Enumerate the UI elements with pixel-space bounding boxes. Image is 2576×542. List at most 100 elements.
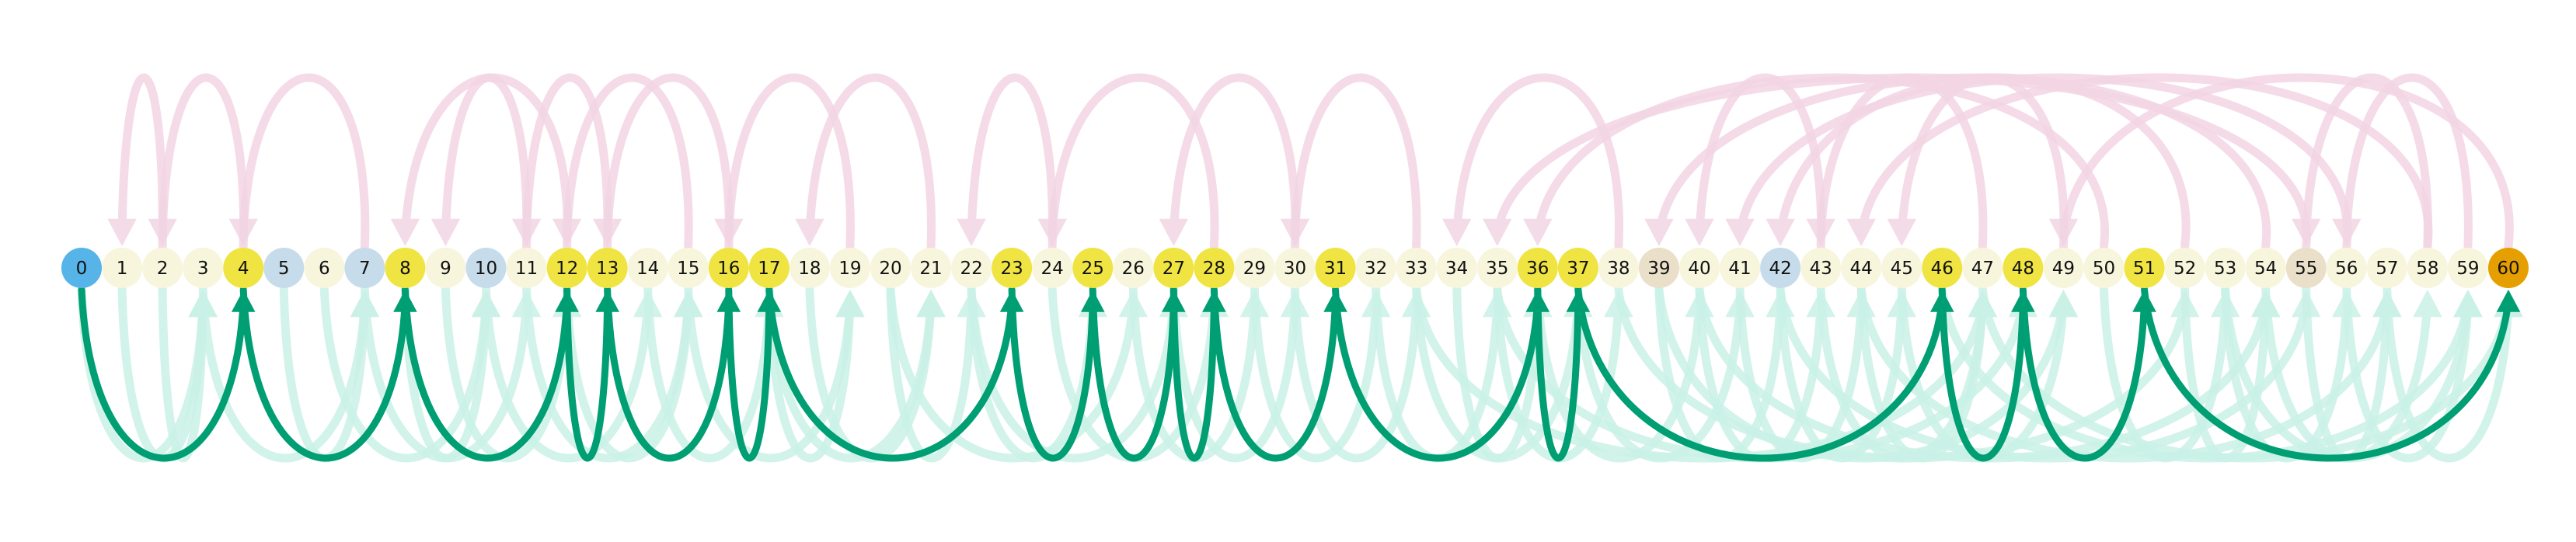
node-circle [1881, 248, 1922, 288]
node: 54 [2245, 248, 2286, 288]
node-circle [344, 248, 385, 288]
node-label: 55 [2295, 259, 2317, 279]
node-label: 24 [1041, 259, 1064, 279]
node-label: 51 [2133, 259, 2156, 279]
node-circle [2447, 248, 2488, 288]
node-circle [992, 248, 1033, 288]
node-circle [61, 248, 102, 288]
faint-edge-arrow [148, 73, 248, 251]
node-circle [1194, 248, 1235, 288]
faint-edge-arrow [1725, 73, 2352, 251]
faint-edge-arrow [552, 73, 693, 251]
node-label: 35 [1486, 259, 1508, 279]
node-label: 23 [1001, 259, 1023, 279]
node-circle [1436, 248, 1477, 288]
faint-edge-arrow [1037, 73, 1219, 251]
node-label: 6 [319, 259, 330, 279]
node: 59 [2447, 248, 2488, 288]
faint-edge-arrow [592, 73, 734, 251]
faint-edge-arrow [714, 73, 855, 251]
node-circle [2488, 248, 2529, 288]
node-label: 60 [2497, 259, 2519, 279]
node-label: 59 [2456, 259, 2479, 279]
node-circle [2205, 248, 2246, 288]
faint-edge-arrow [107, 73, 167, 251]
node: 23 [992, 248, 1033, 288]
node-circle [506, 248, 547, 288]
node: 9 [425, 248, 466, 288]
node: 29 [1234, 248, 1275, 288]
node-label: 38 [1607, 259, 1630, 279]
node-circle [627, 248, 668, 288]
node: 30 [1274, 248, 1316, 288]
node-label: 45 [1891, 259, 1913, 279]
faint-edge-arrow [795, 73, 936, 251]
node-label: 54 [2254, 259, 2277, 279]
node-circle [183, 248, 224, 288]
path-edge-arrow [2141, 286, 2521, 462]
faint-edge-arrow [1483, 73, 2311, 251]
node: 28 [1194, 248, 1235, 288]
node: 25 [1072, 248, 1114, 288]
node-circle [1355, 248, 1396, 288]
node: 21 [911, 248, 952, 288]
node-circle [2003, 248, 2044, 288]
node: 51 [2124, 248, 2165, 288]
node: 55 [2285, 248, 2327, 288]
node: 40 [1679, 248, 1720, 288]
node-circle [789, 248, 830, 288]
node: 6 [304, 248, 345, 288]
node-label: 48 [2012, 259, 2034, 279]
node-label: 27 [1163, 259, 1185, 279]
node: 52 [2164, 248, 2205, 288]
node-circle [911, 248, 952, 288]
node-label: 21 [919, 259, 942, 279]
node: 60 [2488, 248, 2529, 288]
node: 0 [61, 248, 102, 288]
node-circle [708, 248, 749, 288]
node-label: 32 [1365, 259, 1387, 279]
node: 7 [344, 248, 385, 288]
node-label: 40 [1688, 259, 1710, 279]
node-circle [1072, 248, 1114, 288]
node-label: 36 [1526, 259, 1549, 279]
node: 24 [1032, 248, 1073, 288]
node-circle [2124, 248, 2165, 288]
node-circle [1679, 248, 1720, 288]
node-label: 0 [76, 259, 88, 279]
node-circle [2245, 248, 2286, 288]
node: 39 [1638, 248, 1679, 288]
node: 56 [2326, 248, 2367, 288]
node: 58 [2407, 248, 2448, 288]
node-label: 22 [960, 259, 982, 279]
node-label: 46 [1931, 259, 1954, 279]
node-circle [2083, 248, 2125, 288]
node-label: 2 [157, 259, 169, 279]
node: 35 [1476, 248, 1518, 288]
node-circle [829, 248, 870, 288]
node: 43 [1800, 248, 1842, 288]
node-label: 42 [1769, 259, 1791, 279]
node-circle [2407, 248, 2448, 288]
node-label: 39 [1647, 259, 1670, 279]
node-label: 37 [1567, 259, 1589, 279]
node: 12 [546, 248, 587, 288]
node: 45 [1881, 248, 1922, 288]
node-circle [1153, 248, 1194, 288]
node: 26 [1113, 248, 1154, 288]
node-label: 16 [717, 259, 740, 279]
node: 57 [2366, 248, 2407, 288]
node: 31 [1315, 248, 1356, 288]
faint-edge-arrow [1856, 285, 2402, 463]
node-label: 44 [1850, 259, 1873, 279]
node: 38 [1598, 248, 1639, 288]
node: 8 [385, 248, 426, 288]
node: 11 [506, 248, 547, 288]
faint-edge-arrow [1159, 73, 1300, 251]
node-circle [102, 248, 143, 288]
node-label: 30 [1284, 259, 1306, 279]
node-label: 49 [2052, 259, 2075, 279]
node-circle [1234, 248, 1275, 288]
